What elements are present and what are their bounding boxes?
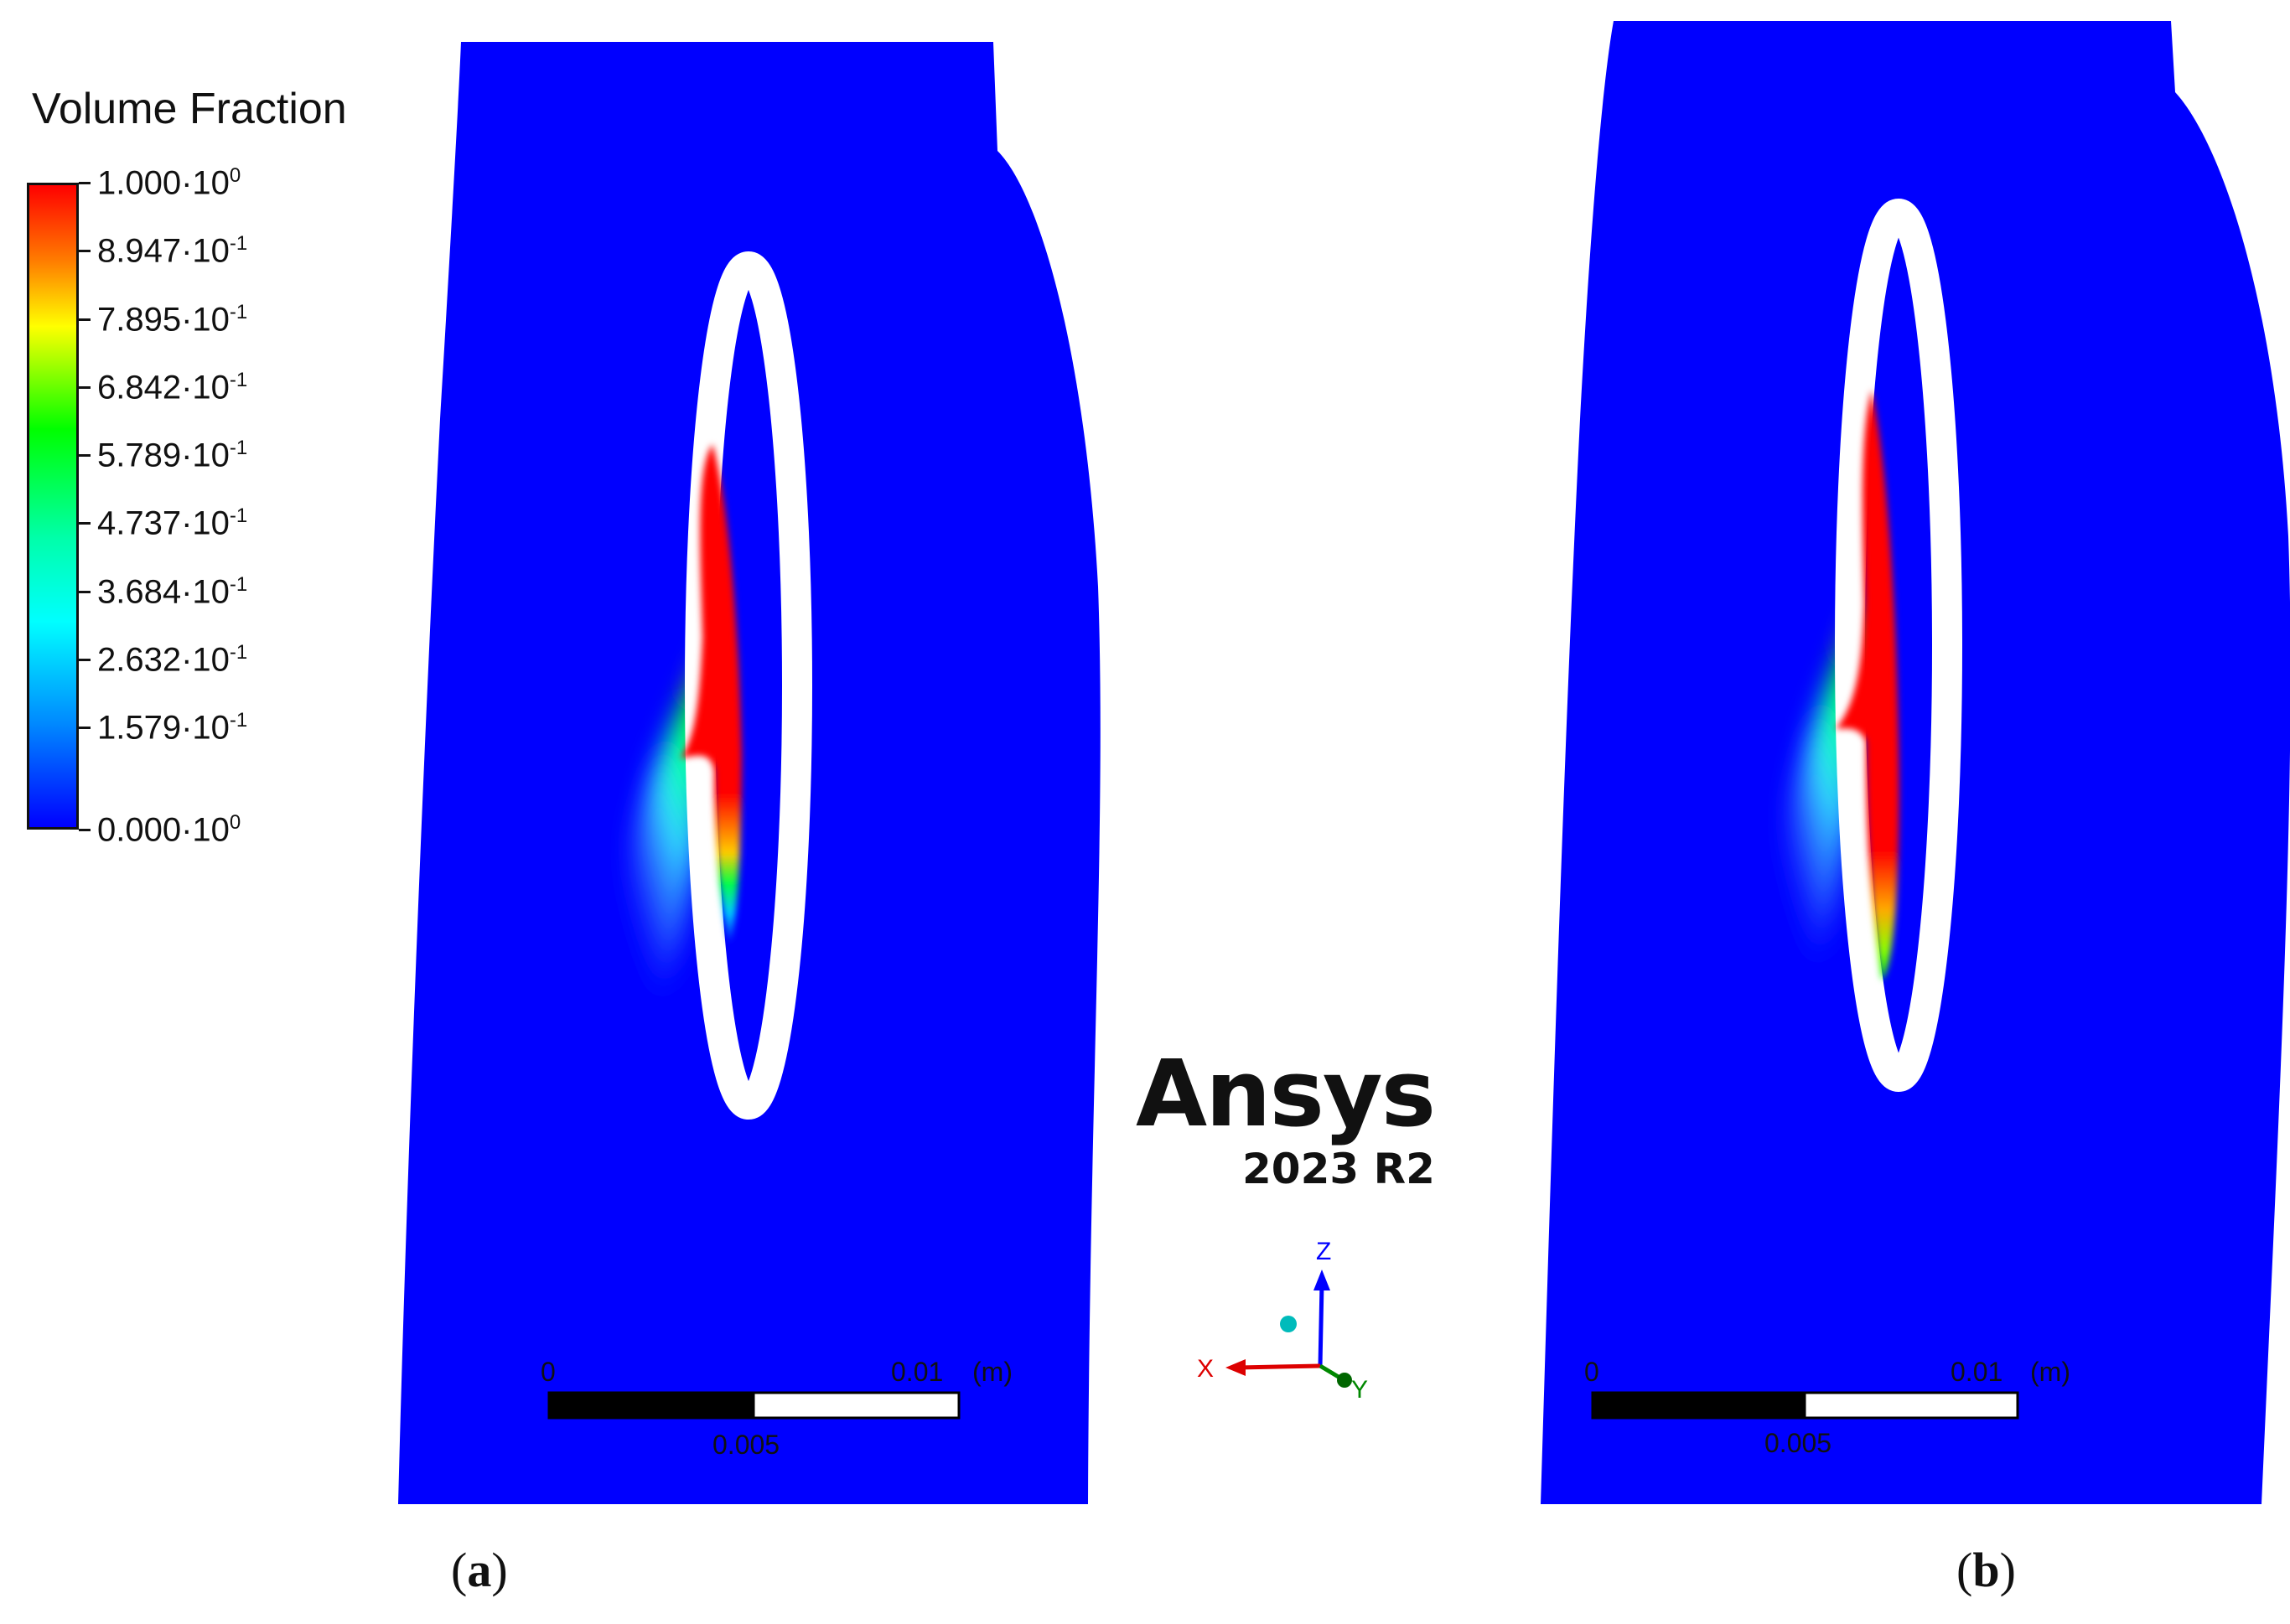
colorbar-tick-label: 8.947·10-1 bbox=[97, 232, 248, 270]
panel-b-plume bbox=[1836, 390, 1899, 980]
panel-b bbox=[1541, 21, 2290, 1504]
tick-mantissa: 8.947 bbox=[97, 232, 182, 270]
caption-b: (b) bbox=[1956, 1543, 2016, 1597]
colorbar-tick-label: 5.789·10-1 bbox=[97, 437, 248, 474]
panel-a-domain bbox=[398, 42, 1101, 1504]
scale-a-end: 0.01 bbox=[891, 1357, 943, 1387]
colorbar-tick bbox=[79, 182, 91, 184]
tick-exponent: -1 bbox=[229, 368, 248, 391]
caption-a: (a) bbox=[451, 1543, 508, 1597]
scale-bar-b: 0 0.01 (m) 0.005 bbox=[1584, 1357, 2070, 1458]
colorbar-tick bbox=[79, 385, 91, 389]
colorbar-tick-label: 4.737·10-1 bbox=[97, 506, 247, 540]
scale-a-start: 0 bbox=[541, 1357, 556, 1387]
colorbar-tick-label: 0.000·100 bbox=[97, 811, 241, 849]
axis-triad: Z X Y bbox=[1197, 1238, 1368, 1404]
scale-b-unit: (m) bbox=[2030, 1357, 2070, 1387]
tick-times: ·10 bbox=[181, 572, 230, 610]
caption-b-letter: b bbox=[1972, 1543, 2000, 1597]
scale-b-start: 0 bbox=[1584, 1357, 1599, 1387]
tick-times: ·10 bbox=[181, 232, 230, 270]
colorbar-tick bbox=[79, 522, 91, 525]
colorbar-tick bbox=[79, 318, 91, 321]
tick-mantissa: 3.684 bbox=[97, 572, 182, 610]
tick-exponent: -1 bbox=[229, 572, 248, 596]
legend-title: Volume Fraction bbox=[32, 85, 347, 133]
panel-a bbox=[398, 42, 1101, 1504]
tick-mantissa: 1.579 bbox=[97, 709, 182, 747]
ansys-logo: Ansys bbox=[1136, 1040, 1436, 1147]
colorbar-tick-label: 3.684·10-1 bbox=[97, 572, 248, 610]
colorbar-tick bbox=[79, 658, 91, 661]
tick-times: ·10 bbox=[181, 369, 230, 406]
scale-b-end: 0.01 bbox=[1951, 1357, 2002, 1387]
tick-exponent: 0 bbox=[229, 811, 241, 834]
tick-exponent: -1 bbox=[229, 709, 248, 732]
colorbar bbox=[27, 183, 79, 830]
colorbar-tick bbox=[79, 727, 91, 730]
panel-a-plume bbox=[681, 444, 742, 943]
colorbar-tick bbox=[79, 250, 91, 253]
tick-exponent: -1 bbox=[229, 437, 248, 460]
tick-mantissa: 6.842 bbox=[97, 369, 182, 406]
colorbar-tick-label: 2.632·10-1 bbox=[97, 640, 248, 679]
colorbar-tick bbox=[79, 829, 91, 831]
panel-b-domain bbox=[1541, 21, 2290, 1504]
tick-mantissa: 5.789 bbox=[97, 437, 182, 474]
scale-b-mid: 0.005 bbox=[1764, 1428, 1831, 1458]
axis-y-label: Y bbox=[1351, 1376, 1368, 1404]
tick-times: ·10 bbox=[181, 164, 230, 202]
tick-exponent: -1 bbox=[229, 232, 248, 256]
tick-mantissa: 4.737 bbox=[97, 504, 182, 542]
scale-a-mid: 0.005 bbox=[712, 1430, 780, 1460]
caption-a-letter: a bbox=[467, 1543, 492, 1597]
tick-exponent: -1 bbox=[229, 300, 248, 323]
tick-mantissa: 7.895 bbox=[97, 300, 182, 338]
tick-times: ·10 bbox=[181, 504, 230, 542]
tick-mantissa: 0.000 bbox=[97, 811, 182, 849]
tick-exponent: 0 bbox=[229, 164, 241, 187]
tick-times: ·10 bbox=[181, 437, 230, 474]
tick-times: ·10 bbox=[181, 811, 230, 849]
axis-z-label: Z bbox=[1316, 1238, 1331, 1265]
colorbar-tick-label: 6.842·10-1 bbox=[97, 370, 247, 404]
scale-bar-a: 0 0.01 (m) 0.005 bbox=[541, 1357, 1013, 1460]
ansys-version: 2023 R2 bbox=[1242, 1145, 1435, 1193]
panel-b-ring bbox=[1835, 199, 1962, 1092]
scale-a-unit: (m) bbox=[972, 1357, 1013, 1387]
colorbar-tick-label: 1.579·10-1 bbox=[97, 709, 248, 747]
axis-x-label: X bbox=[1197, 1355, 1214, 1383]
colorbar-tick bbox=[79, 590, 91, 593]
tick-exponent: -1 bbox=[229, 640, 248, 664]
colorbar-tick-label: 1.000·100 bbox=[97, 164, 241, 202]
colorbar-tick bbox=[79, 454, 91, 458]
tick-times: ·10 bbox=[181, 300, 230, 338]
tick-mantissa: 1.000 bbox=[97, 164, 182, 202]
tick-mantissa: 2.632 bbox=[97, 641, 182, 679]
tick-exponent: -1 bbox=[229, 504, 248, 528]
colorbar-tick-label: 7.895·10-1 bbox=[97, 300, 248, 338]
tick-times: ·10 bbox=[181, 709, 230, 747]
tick-times: ·10 bbox=[181, 641, 230, 679]
